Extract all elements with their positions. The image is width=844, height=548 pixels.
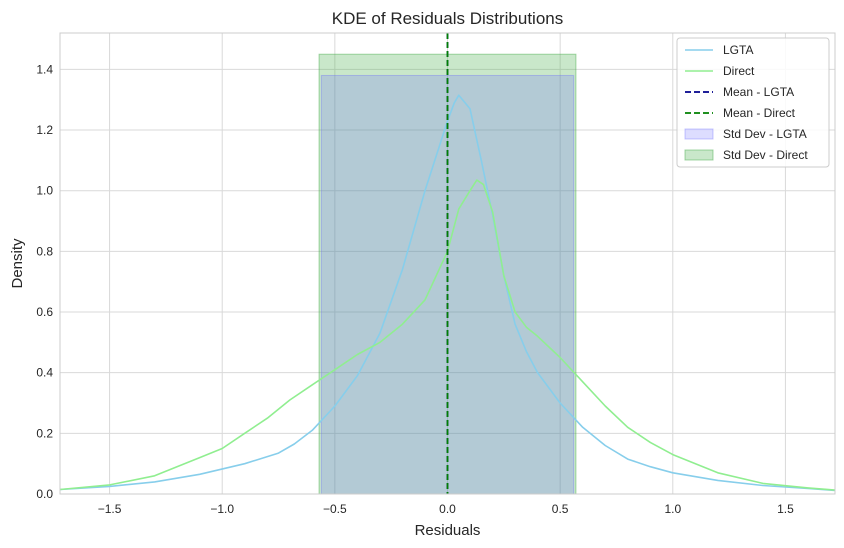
legend-label: LGTA bbox=[723, 43, 753, 57]
legend: LGTA Direct Mean - LGTA Mean - Direct Std De… bbox=[676, 37, 830, 168]
y-tick-label: 1.4 bbox=[36, 62, 53, 76]
direct-kde-line bbox=[59, 179, 836, 491]
plot-frame bbox=[59, 32, 836, 495]
x-tick-labels: −1.5 −1.0 −0.5 0.0 0.5 1.0 1.5 bbox=[98, 502, 794, 516]
legend-label: Mean - Direct bbox=[723, 106, 796, 120]
legend-box bbox=[676, 37, 830, 168]
legend-label: Std Dev - LGTA bbox=[723, 127, 807, 141]
y-tick-labels: 0.0 0.2 0.4 0.6 0.8 1.0 1.2 1.4 bbox=[36, 62, 53, 501]
x-tick-label: −0.5 bbox=[323, 502, 347, 516]
legend-label: Std Dev - Direct bbox=[723, 148, 808, 162]
kde-lines bbox=[59, 94, 836, 492]
y-tick-label: 1.2 bbox=[36, 123, 53, 137]
y-tick-label: 0.4 bbox=[36, 366, 53, 380]
legend-label: Mean - LGTA bbox=[723, 85, 794, 99]
y-tick-label: 1.0 bbox=[36, 184, 53, 198]
x-axis-label: Residuals bbox=[415, 522, 481, 539]
x-tick-label: 0.5 bbox=[552, 502, 569, 516]
x-tick-label: 0.0 bbox=[439, 502, 456, 516]
y-tick-label: 0.2 bbox=[36, 426, 53, 440]
x-tick-label: −1.0 bbox=[210, 502, 234, 516]
y-tick-label: 0.6 bbox=[36, 305, 53, 319]
legend-swatch bbox=[684, 128, 714, 140]
y-tick-label: 0.8 bbox=[36, 244, 53, 258]
x-tick-label: 1.0 bbox=[664, 502, 681, 516]
y-tick-label: 0.0 bbox=[36, 487, 53, 501]
legend-label: Direct bbox=[723, 64, 755, 78]
lgta-kde-line bbox=[59, 94, 836, 492]
legend-swatch bbox=[684, 149, 714, 161]
chart-title: KDE of Residuals Distributions bbox=[332, 9, 563, 28]
x-tick-label: −1.5 bbox=[98, 502, 122, 516]
y-axis-label: Density bbox=[9, 238, 26, 289]
x-tick-label: 1.5 bbox=[777, 502, 794, 516]
